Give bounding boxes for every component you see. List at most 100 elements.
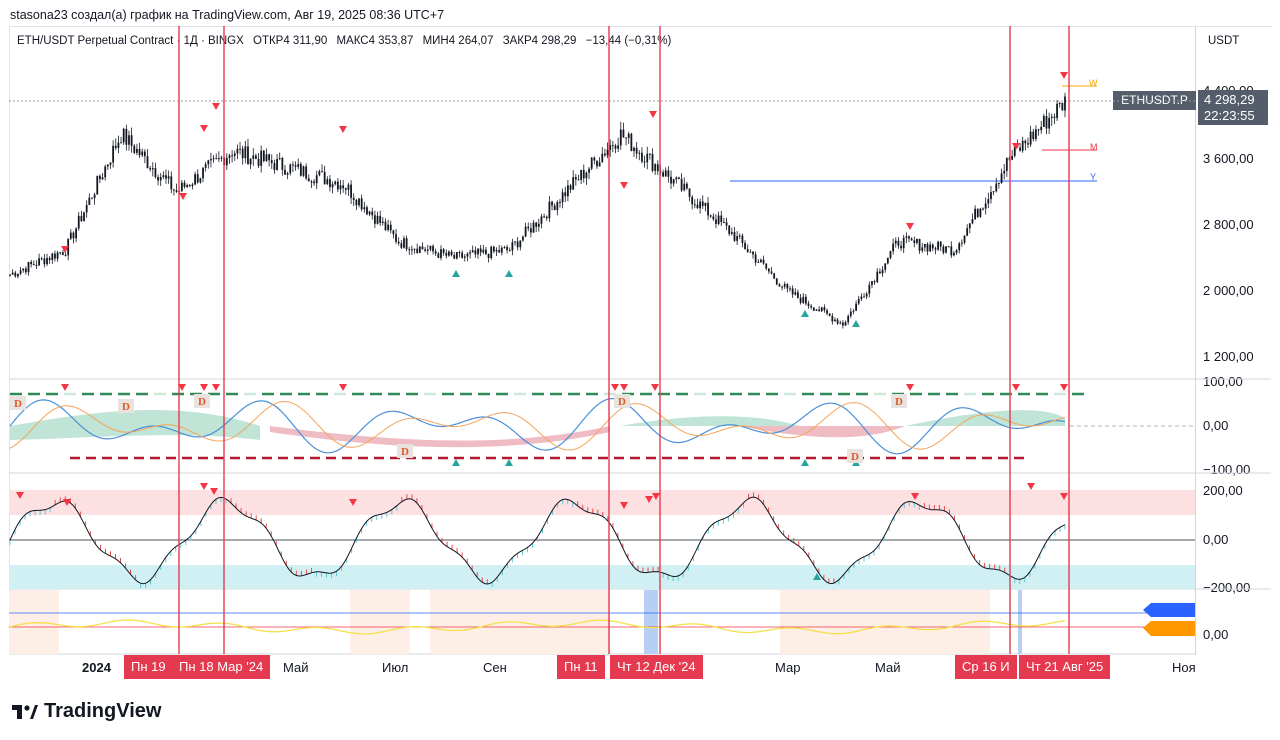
candle-body xyxy=(1048,117,1051,129)
candle-body xyxy=(80,215,83,222)
osc-buy-marker xyxy=(801,459,809,466)
candle-body xyxy=(738,235,741,237)
candle-body xyxy=(966,228,969,236)
candle-body xyxy=(43,258,46,265)
candle-body xyxy=(268,154,271,161)
candle-body xyxy=(707,202,709,216)
candle-body xyxy=(273,163,276,170)
event-vertical-lines xyxy=(178,26,1070,654)
candle-body xyxy=(167,176,170,179)
bottom-yellow-line xyxy=(9,619,1066,635)
candle-body xyxy=(699,201,702,209)
candle-body xyxy=(717,215,720,224)
divergence-badge xyxy=(847,449,863,463)
time-highlight: Ср 16 И xyxy=(955,655,1017,679)
candle-body xyxy=(691,196,694,205)
candle-body xyxy=(648,153,651,155)
osc-sell-marker xyxy=(906,384,914,391)
candle-body xyxy=(995,183,998,192)
candle-body xyxy=(601,153,604,163)
candle-body xyxy=(767,268,770,272)
candle-body xyxy=(775,278,778,285)
candle-body xyxy=(950,246,953,256)
symbol-name[interactable]: ETH/USDT Perpetual Contract · 1Д · BINGX xyxy=(17,35,244,47)
time-highlight: Пн 11 xyxy=(557,655,605,679)
candle-body xyxy=(540,216,543,224)
candle-body xyxy=(974,208,977,220)
candle-body xyxy=(606,149,609,156)
candle-body xyxy=(69,232,72,239)
candle-body xyxy=(305,166,308,179)
candle-body xyxy=(252,155,255,159)
candle-body xyxy=(352,197,355,201)
time-tick: Сен xyxy=(483,660,507,675)
candle-body xyxy=(715,219,717,224)
candle-body xyxy=(619,129,622,146)
osc-sell-marker xyxy=(339,384,347,391)
candle-body xyxy=(524,226,527,237)
price-axis[interactable] xyxy=(1195,26,1272,655)
candle-body xyxy=(302,166,305,176)
sell-signal-marker xyxy=(200,125,208,132)
candle-body xyxy=(260,150,263,166)
tradingview-logo-icon xyxy=(12,704,38,719)
candle-body xyxy=(321,171,323,173)
candle-body xyxy=(897,240,900,246)
candle-body xyxy=(654,164,657,171)
candle-body xyxy=(257,158,260,166)
bottom-zone xyxy=(350,590,410,654)
candle-body xyxy=(40,258,43,260)
candle-body xyxy=(1021,140,1024,151)
candle-body xyxy=(487,254,490,259)
candle-body xyxy=(122,128,125,143)
osc-sell-marker xyxy=(1012,384,1020,391)
candle-body xyxy=(270,160,273,164)
candle-body xyxy=(892,243,895,252)
candle-body xyxy=(688,188,691,197)
cci-oversold-zone xyxy=(9,565,1195,589)
candle-body xyxy=(54,253,56,259)
candle-body xyxy=(812,307,815,311)
osc-sell-marker xyxy=(200,384,208,391)
candle-body xyxy=(670,176,672,184)
candle-body xyxy=(511,242,514,251)
candle-body xyxy=(231,155,234,157)
candle-body xyxy=(1027,143,1029,145)
tradingview-logo[interactable]: TradingView xyxy=(12,700,161,723)
time-tick: Мар xyxy=(775,660,801,675)
candle-body xyxy=(17,273,19,277)
candle-body xyxy=(88,197,91,205)
candle-body xyxy=(469,252,471,254)
divergence-badge xyxy=(10,396,26,410)
candle-body xyxy=(931,244,934,249)
candle-body xyxy=(453,255,456,259)
bottom-zone xyxy=(9,590,59,654)
candle-body xyxy=(693,204,696,206)
candle-body xyxy=(942,246,945,253)
candle-body xyxy=(902,237,905,249)
author-line: stasona23 создал(а) график на TradingVie… xyxy=(10,8,445,22)
candle-body xyxy=(617,145,620,149)
candle-body xyxy=(477,248,479,255)
candle-body xyxy=(51,253,54,260)
candle-body xyxy=(860,296,863,299)
candle-body xyxy=(299,164,302,176)
candle-body xyxy=(334,181,337,185)
candle-body xyxy=(202,167,204,179)
candle-body xyxy=(733,232,736,241)
ohlc-change: −13,44 (−0,31%) xyxy=(585,35,672,47)
osc-sell-marker xyxy=(212,384,220,391)
candle-body xyxy=(765,263,768,269)
candle-body xyxy=(810,305,813,308)
candle-body xyxy=(532,222,535,233)
candle-body xyxy=(397,241,400,244)
sell-signal-marker xyxy=(179,193,187,200)
currency-label[interactable]: USDT xyxy=(1208,35,1240,47)
candle-body xyxy=(873,281,876,283)
divergence-label: D xyxy=(895,396,903,408)
candle-body xyxy=(225,157,228,166)
candle-body xyxy=(852,310,855,312)
chart-area[interactable] xyxy=(9,26,1196,655)
candle-body xyxy=(368,211,371,215)
candle-body xyxy=(117,142,120,149)
